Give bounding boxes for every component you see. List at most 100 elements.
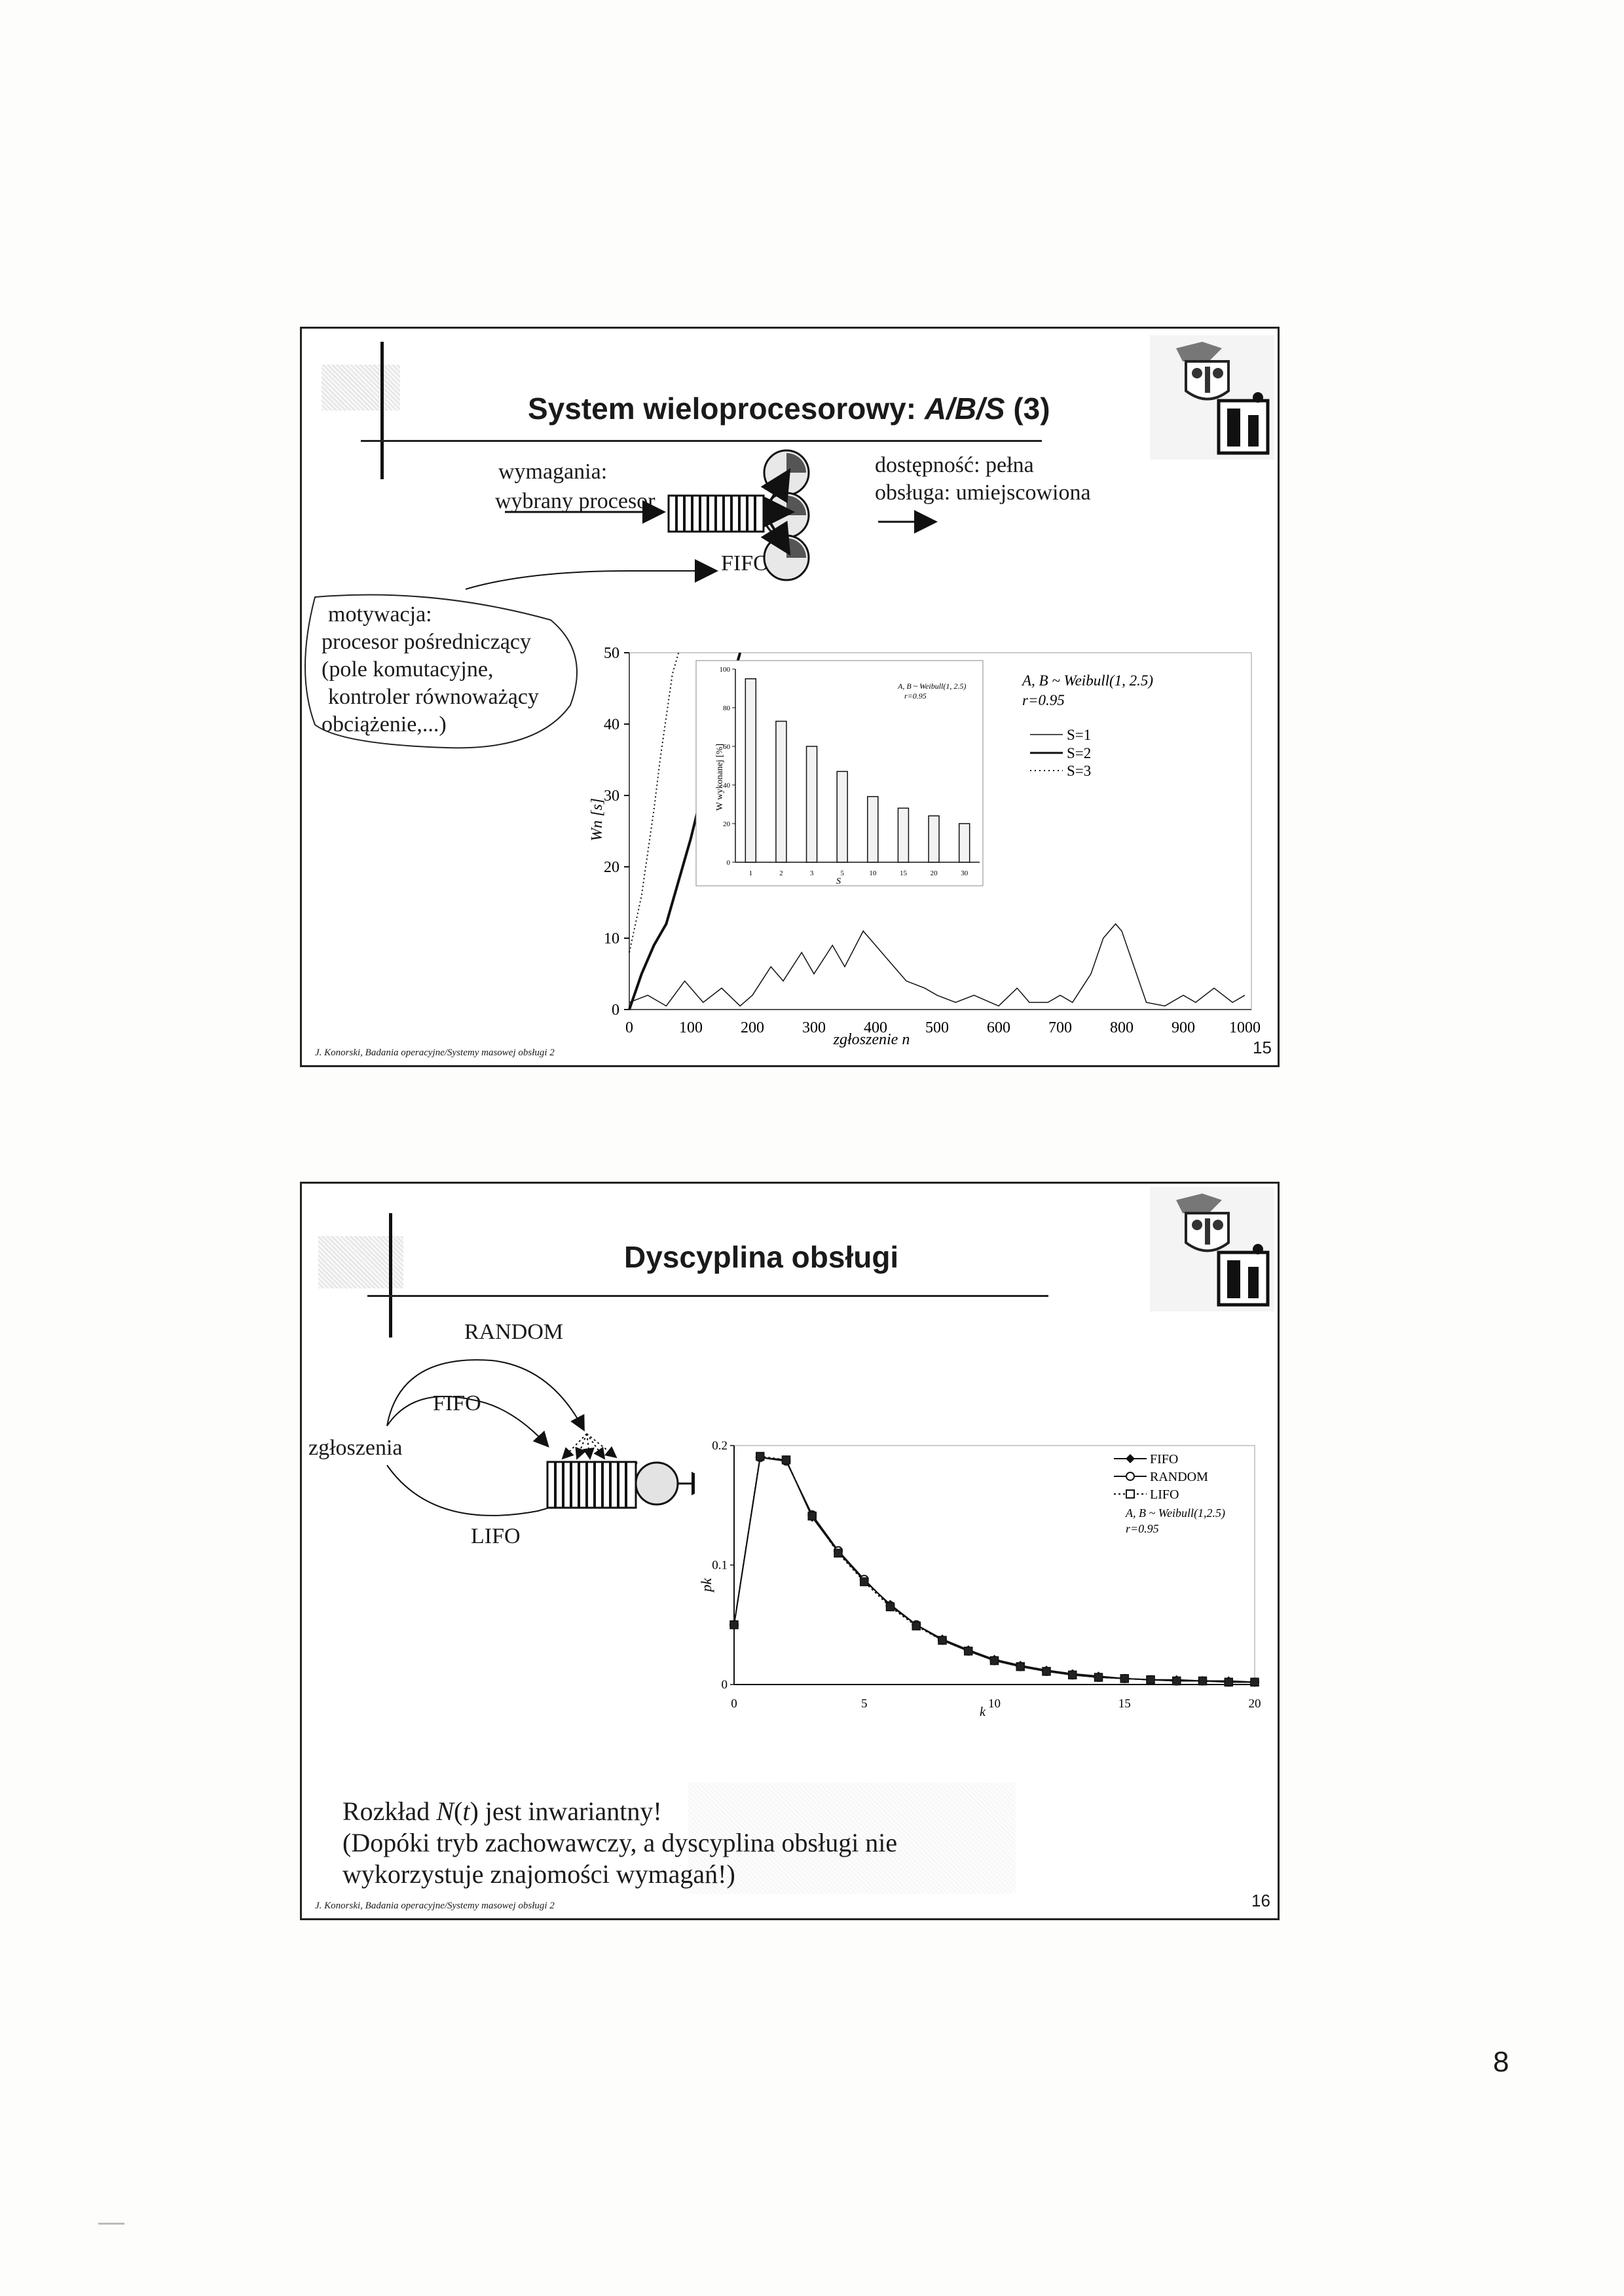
legend-s3: S=3 xyxy=(1067,763,1091,779)
marker-lifo xyxy=(1016,1662,1025,1671)
inset-category-label: 1 xyxy=(749,869,753,877)
discipline-diagram xyxy=(386,1359,715,1516)
inset-bar xyxy=(958,823,970,863)
x-tick-label: 0 xyxy=(731,1697,737,1711)
legend-fifo: FIFO xyxy=(1150,1452,1178,1467)
university-logo xyxy=(1150,335,1274,460)
header-texture xyxy=(322,365,400,410)
y-tick-label: 20 xyxy=(604,859,619,876)
header-vertical-rule xyxy=(380,342,384,479)
x-tick-label: 800 xyxy=(1110,1019,1134,1036)
legend-dist: A, B ~ Weibull(1, 2.5) xyxy=(1021,672,1153,689)
inset-category-label: 10 xyxy=(869,869,877,877)
x-tick-label: 200 xyxy=(741,1019,764,1036)
series-s3 xyxy=(629,652,680,953)
servers xyxy=(763,449,810,581)
slide-footer: J. Konorski, Badania operacyjne/Systemy … xyxy=(315,1901,555,1911)
inset-bar-chart: A, B ~ Weibull(1, 2.5) r=0.95 W wykonane… xyxy=(695,660,984,886)
inset-bar xyxy=(775,720,787,863)
chart-legend: FIFO RANDOM LIFO A, B ~ Weibull(1,2.5) r… xyxy=(1114,1452,1225,1535)
marker-lifo xyxy=(885,1602,895,1612)
inset-bar xyxy=(805,746,818,863)
chart-ticks: 0 100 200 300 400 500 600 700 800 900 100001020304… xyxy=(604,646,1261,1036)
inset-xlabel: S xyxy=(836,877,841,886)
lifo-label: LIFO xyxy=(471,1524,521,1548)
marker-lifo xyxy=(989,1656,999,1666)
y-axis-label: pk xyxy=(698,1577,714,1593)
inset-y-tick-label: 40 xyxy=(723,782,731,790)
fifo-path xyxy=(466,570,695,591)
y-tick-label: 0 xyxy=(612,1002,619,1019)
motivation-line-5: obciążenie,...) xyxy=(322,712,447,737)
slide-number: 16 xyxy=(1251,1891,1270,1910)
marker-lifo xyxy=(1224,1677,1233,1687)
x-tick-label: 500 xyxy=(925,1019,949,1036)
inset-category-label: 20 xyxy=(931,869,938,877)
legend-dist: A, B ~ Weibull(1,2.5) xyxy=(1125,1506,1225,1520)
slide-number: 15 xyxy=(1253,1038,1272,1057)
chart-axes xyxy=(629,652,1252,1010)
marker-lifo xyxy=(1250,1677,1259,1687)
y-tick-label: 10 xyxy=(604,930,619,947)
slide-16: Dyscyplina obsługi ETI xyxy=(300,1182,1280,1920)
marker-lifo xyxy=(1146,1675,1155,1685)
series-s1 xyxy=(629,923,1246,1007)
x-tick-label: 100 xyxy=(679,1019,703,1036)
inset-bar xyxy=(745,678,757,863)
service-label: obsługa: umiejscowiona xyxy=(875,481,1091,505)
marker-lifo xyxy=(1094,1673,1103,1682)
legend-r: r=0.95 xyxy=(1022,692,1065,708)
x-tick-label: 20 xyxy=(1249,1697,1261,1711)
slide-title: System wieloprocesorowy: A/B/S (3) xyxy=(528,392,1050,426)
logo-label: ETI xyxy=(1225,1295,1227,1296)
y-tick-label: 30 xyxy=(604,788,619,805)
header-vertical-rule xyxy=(389,1213,392,1338)
motivation-line-1: motywacja: xyxy=(328,602,432,627)
marker-lifo xyxy=(756,1451,765,1461)
inset-legend-r: r=0.95 xyxy=(904,691,927,701)
x-tick-label: 900 xyxy=(1172,1019,1195,1036)
queue-buffer xyxy=(667,494,765,533)
distribution-chart: 0 5 10 15 20 0 0.1 0.2 FIFO RANDOM LIFO A, B ~ … xyxy=(695,1436,1271,1721)
inset-y-tick-label: 20 xyxy=(723,820,731,828)
inset-y-tick-label: 0 xyxy=(727,859,731,867)
legend-random: RANDOM xyxy=(1150,1470,1208,1484)
inset-bar xyxy=(867,795,879,863)
marker-lifo xyxy=(807,1511,817,1521)
x-tick-label: 400 xyxy=(864,1019,887,1036)
x-tick-label: 600 xyxy=(987,1019,1010,1036)
marker-lifo xyxy=(781,1455,791,1465)
header-horizontal-rule xyxy=(361,440,1042,442)
inset-ylabel: W wykonanej [%] xyxy=(715,744,725,811)
inset-bar xyxy=(897,807,910,863)
slide-15: System wieloprocesorowy: A/B/S (3) ETI w… xyxy=(300,327,1280,1067)
marker-lifo xyxy=(860,1577,869,1586)
requirements-label: wymagania: xyxy=(498,460,608,484)
marker-lifo xyxy=(834,1548,843,1558)
scan-speck xyxy=(98,2223,124,2225)
marker-lifo xyxy=(938,1635,947,1645)
marker-lifo xyxy=(964,1647,973,1656)
motivation-bubble xyxy=(304,594,578,749)
x-tick-label: 0 xyxy=(625,1019,633,1036)
y-tick-label: 40 xyxy=(604,716,619,733)
motivation-line-3: (pole komutacyjne, xyxy=(322,657,494,682)
page-number: 8 xyxy=(1493,2046,1509,2078)
inset-bar xyxy=(836,771,848,863)
x-tick-label: 10 xyxy=(988,1697,1001,1711)
x-tick-label: 15 xyxy=(1118,1697,1131,1711)
x-axis-label: zgłoszenie n xyxy=(833,1031,910,1048)
y-tick-label: 0 xyxy=(722,1678,728,1692)
slide-title: Dyscyplina obsługi xyxy=(624,1240,899,1274)
inset-y-tick-label: 80 xyxy=(723,704,731,712)
inset-legend-dist: A, B ~ Weibull(1, 2.5) xyxy=(897,682,966,691)
marker-lifo xyxy=(1068,1670,1077,1680)
university-logo xyxy=(1150,1187,1274,1311)
x-tick-label: 1000 xyxy=(1229,1019,1261,1036)
inset-category-label: 3 xyxy=(810,869,814,877)
availability-label: dostępność: pełna xyxy=(875,453,1034,477)
logo-label: ETI xyxy=(1225,440,1227,441)
marker-lifo xyxy=(1042,1667,1051,1676)
chart-series xyxy=(729,1451,1259,1687)
